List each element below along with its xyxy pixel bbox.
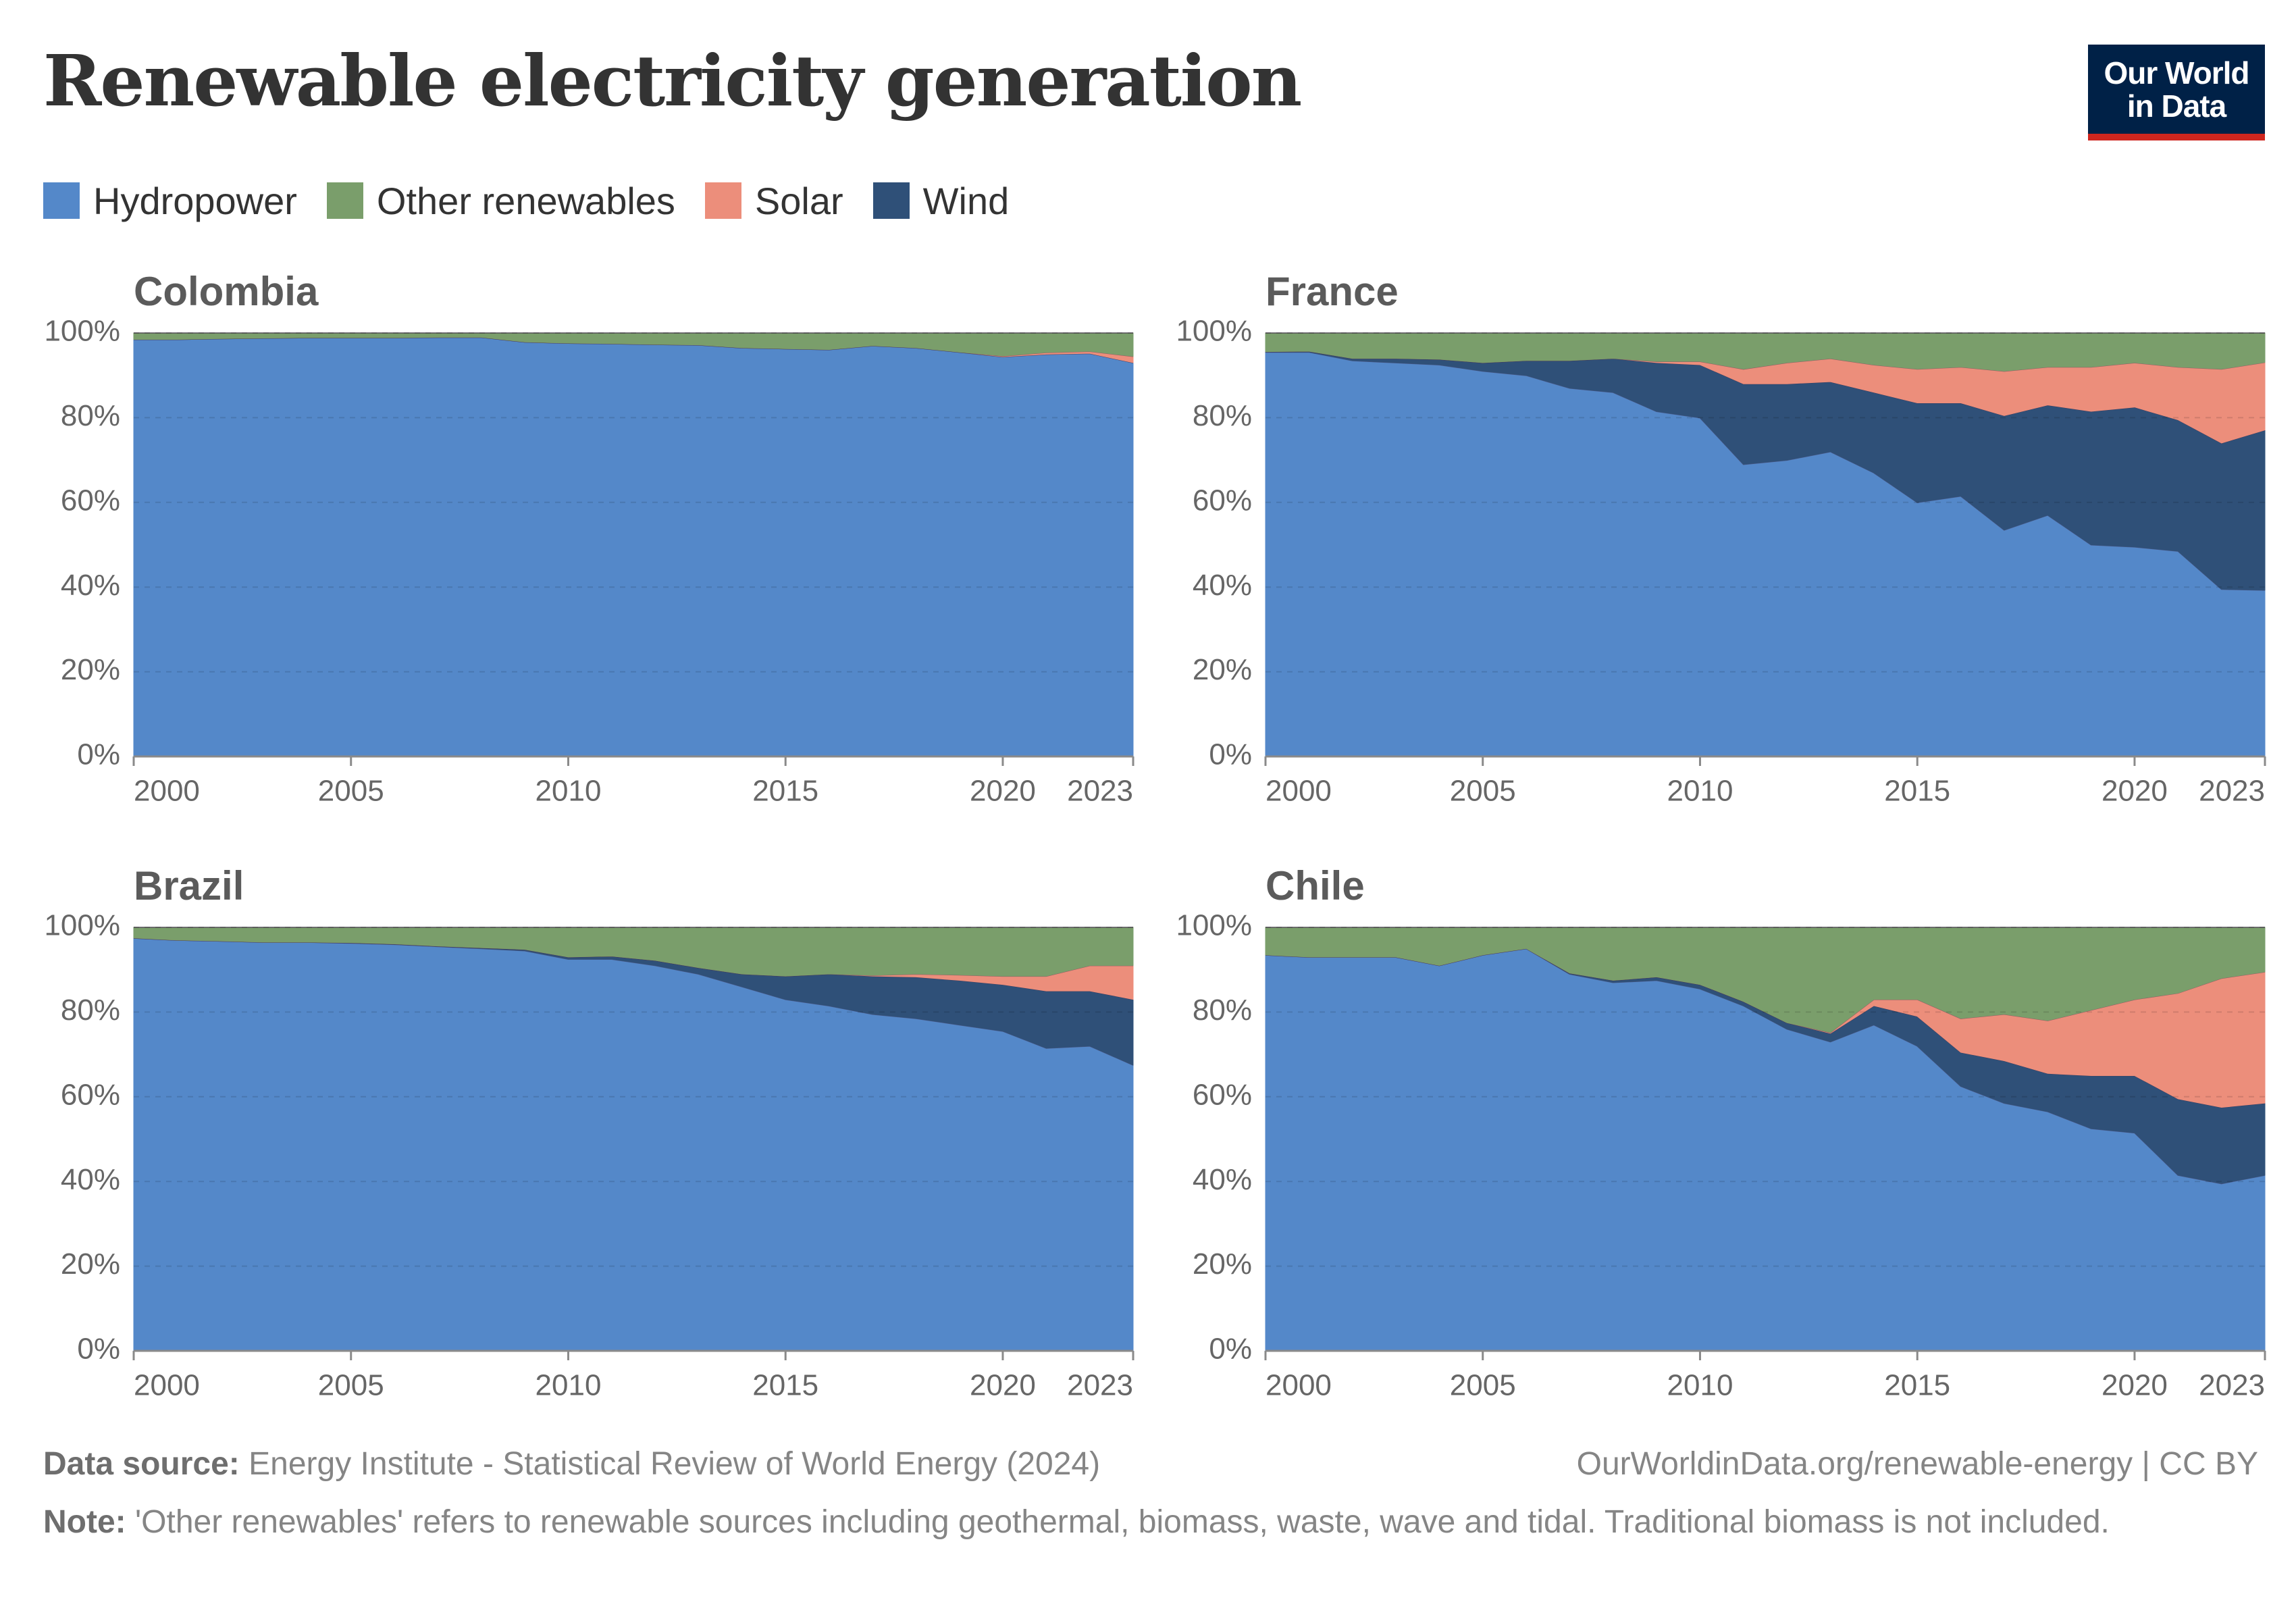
logo-line-2: in Data bbox=[2127, 88, 2226, 124]
panel-colombia: Colombia 0% 20% 40% 60% 80% 100% 2000 2005 2010 20… bbox=[44, 269, 1134, 808]
y-tick-label-france: 40% bbox=[1193, 569, 1252, 602]
panel-chile: Chile 0% 20% 40% 60% 80% 100% 2000 2005 2010 2015 2… bbox=[1176, 863, 2266, 1402]
y-tick-label-colombia: 40% bbox=[61, 569, 120, 602]
legend-label-wind: Wind bbox=[922, 179, 1010, 222]
x-tick-label-france: 2000 bbox=[1266, 775, 1332, 808]
y-tick-label-brazil: 80% bbox=[61, 994, 120, 1027]
note-text: 'Other renewables' refers to renewable s… bbox=[135, 1504, 2110, 1540]
x-tick-label-chile: 2023 bbox=[2199, 1369, 2265, 1402]
y-tick-label-colombia: 100% bbox=[44, 315, 120, 348]
x-tick-label-colombia: 2020 bbox=[970, 775, 1036, 808]
owid-logo[interactable]: Our World in Data bbox=[2088, 45, 2265, 140]
y-tick-label-colombia: 80% bbox=[61, 399, 120, 432]
y-tick-label-france: 0% bbox=[1209, 738, 1252, 771]
x-tick-label-colombia: 2005 bbox=[318, 775, 384, 808]
y-tick-label-brazil: 20% bbox=[61, 1247, 120, 1281]
x-tick-label-colombia: 2023 bbox=[1067, 775, 1133, 808]
area-colombia-hydropower bbox=[133, 336, 1134, 757]
legend-label-hydropower: Hydropower bbox=[93, 179, 297, 222]
y-tick-label-france: 20% bbox=[1193, 653, 1252, 686]
legend-label-solar: Solar bbox=[754, 179, 843, 222]
y-tick-label-brazil: 40% bbox=[61, 1163, 120, 1196]
y-tick-label-chile: 40% bbox=[1193, 1163, 1252, 1196]
y-tick-label-colombia: 60% bbox=[61, 484, 120, 517]
legend-item-hydropower[interactable]: Hydropower bbox=[43, 179, 297, 223]
note: Note: 'Other renewables' refers to renew… bbox=[43, 1501, 2204, 1544]
legend-item-solar[interactable]: Solar bbox=[704, 179, 843, 223]
x-tick-label-colombia: 2010 bbox=[536, 775, 602, 808]
y-tick-label-france: 80% bbox=[1193, 399, 1252, 432]
x-tick-label-brazil: 2015 bbox=[752, 1369, 818, 1402]
x-tick-label-france: 2010 bbox=[1667, 775, 1733, 808]
y-tick-label-france: 60% bbox=[1193, 484, 1252, 517]
legend-swatch-hydropower bbox=[43, 182, 80, 219]
y-tick-label-brazil: 100% bbox=[44, 909, 120, 942]
y-tick-label-chile: 20% bbox=[1193, 1247, 1252, 1281]
x-tick-label-chile: 2015 bbox=[1884, 1369, 1950, 1402]
legend-item-other-renewables[interactable]: Other renewables bbox=[326, 179, 675, 223]
x-tick-label-brazil: 2023 bbox=[1067, 1369, 1133, 1402]
y-tick-label-chile: 0% bbox=[1209, 1333, 1252, 1366]
y-tick-label-chile: 80% bbox=[1193, 994, 1252, 1027]
x-tick-label-brazil: 2005 bbox=[318, 1369, 384, 1402]
x-tick-label-france: 2015 bbox=[1884, 775, 1950, 808]
legend-item-wind[interactable]: Wind bbox=[872, 179, 1010, 223]
license-link[interactable]: OurWorldinData.org/renewable-energy | CC… bbox=[1576, 1446, 2258, 1482]
y-tick-label-colombia: 0% bbox=[77, 738, 120, 771]
x-tick-label-chile: 2005 bbox=[1450, 1369, 1516, 1402]
x-tick-label-france: 2005 bbox=[1450, 775, 1516, 808]
y-tick-label-chile: 100% bbox=[1176, 909, 1252, 942]
panel-france: France 0% 20% 40% 60% 80% 100% 2000 2005 2010 2015… bbox=[1176, 269, 2266, 808]
data-source-text: Energy Institute - Statistical Review of… bbox=[249, 1446, 1101, 1482]
panel-brazil: Brazil 0% 20% 40% 60% 80% 100% 2000 2005 2010 2015… bbox=[44, 863, 1134, 1402]
panel-title-chile: Chile bbox=[1266, 863, 1365, 908]
x-tick-label-chile: 2020 bbox=[2102, 1369, 2168, 1402]
y-tick-label-brazil: 0% bbox=[77, 1333, 120, 1366]
y-tick-label-chile: 60% bbox=[1193, 1078, 1252, 1111]
x-tick-label-brazil: 2000 bbox=[134, 1369, 200, 1402]
data-source: Data source: Energy Institute - Statisti… bbox=[43, 1445, 1100, 1483]
panel-title-france: France bbox=[1266, 269, 1399, 314]
logo-line-1: Our World bbox=[2104, 55, 2249, 91]
chart-title: Renewable electricity generation bbox=[43, 39, 1302, 122]
legend-swatch-wind bbox=[872, 182, 910, 219]
legend-swatch-other-renewables bbox=[326, 182, 363, 219]
panel-title-colombia: Colombia bbox=[134, 269, 319, 314]
x-tick-label-brazil: 2020 bbox=[970, 1369, 1036, 1402]
y-tick-label-brazil: 60% bbox=[61, 1078, 120, 1111]
legend-swatch-solar bbox=[704, 182, 741, 219]
y-tick-label-colombia: 20% bbox=[61, 653, 120, 686]
note-label: Note: bbox=[43, 1504, 126, 1540]
x-tick-label-brazil: 2010 bbox=[536, 1369, 602, 1402]
panel-title-brazil: Brazil bbox=[134, 863, 244, 908]
x-tick-label-france: 2020 bbox=[2102, 775, 2168, 808]
legend: Hydropower Other renewables Solar Wind bbox=[43, 177, 1039, 224]
x-tick-label-colombia: 2015 bbox=[752, 775, 818, 808]
x-tick-label-chile: 2010 bbox=[1667, 1369, 1733, 1402]
y-tick-label-france: 100% bbox=[1176, 315, 1252, 348]
x-tick-label-chile: 2000 bbox=[1266, 1369, 1332, 1402]
data-source-label: Data source: bbox=[43, 1446, 240, 1482]
x-tick-label-colombia: 2000 bbox=[134, 775, 200, 808]
legend-label-other-renewables: Other renewables bbox=[376, 179, 675, 222]
x-tick-label-france: 2023 bbox=[2199, 775, 2265, 808]
